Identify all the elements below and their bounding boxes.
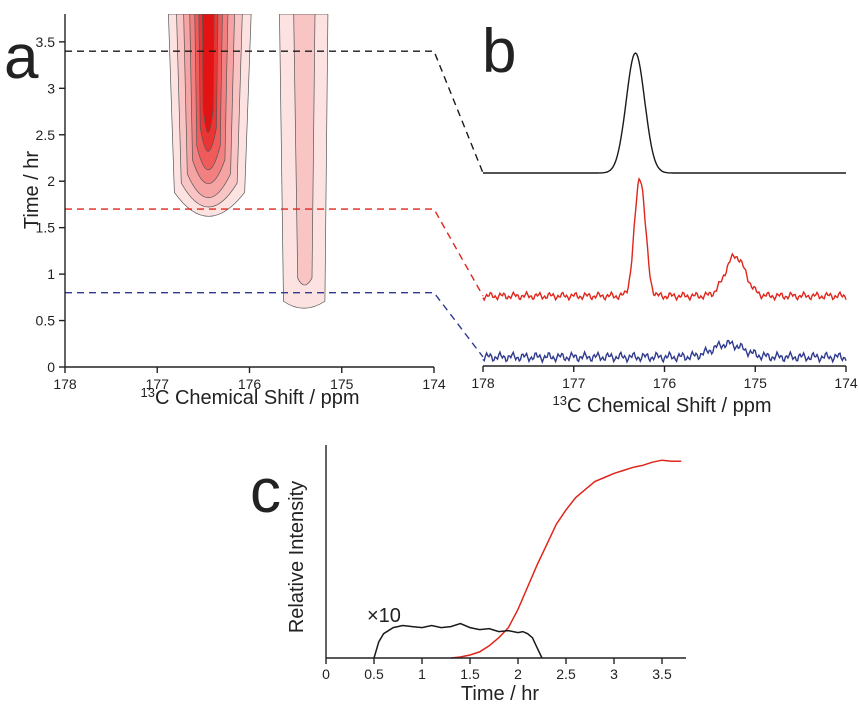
- panel-b-x-tick-label: 178: [471, 375, 495, 391]
- panel-c-x-tick-label: 0.5: [364, 666, 384, 682]
- panel-a-y-tick-label: 0.5: [36, 313, 56, 329]
- panel-b-x-tick-label: 174: [834, 375, 858, 391]
- panel-c-x-tick-label: 3.5: [652, 666, 672, 682]
- contour-minor-level-2: [293, 14, 316, 286]
- panel-c: 0 0.5 1 1.5 2 2.5 3 3.5 ×10 Time / hr Relative …: [286, 445, 686, 705]
- spectrum-black: [483, 52, 846, 174]
- panel-c-x-tick-label: 2: [514, 666, 522, 682]
- panel-a-axes: 178 177 176 175 174 0 0.5 1 1.5 2 2.5 3 3.5: [36, 14, 446, 392]
- panel-c-x-tick-label: 0: [322, 666, 330, 682]
- panel-a-y-tick-label: 2.5: [36, 127, 56, 143]
- guide-line-red: [65, 208, 484, 297]
- guide-line-black: [65, 50, 484, 174]
- panel-a-letter: a: [4, 23, 39, 92]
- panel-b-axes: 178 177 176 175 174: [471, 365, 858, 391]
- panel-c-annotation: ×10: [367, 605, 401, 627]
- panel-c-axes: 0 0.5 1 1.5 2 2.5 3 3.5: [322, 445, 686, 682]
- intensity-line-red: [450, 459, 682, 659]
- spectra: [482, 52, 847, 365]
- panel-a-ylabel: Time / hr: [21, 151, 43, 229]
- spectrum-red: [482, 176, 847, 302]
- spectrum-blue: [482, 339, 847, 365]
- panel-c-x-tick-label: 2.5: [556, 666, 576, 682]
- panel-a-y-tick-label: 2: [47, 173, 55, 189]
- panel-a-y-tick-label: 1.5: [36, 220, 56, 236]
- guide-line-blue: [65, 291, 484, 358]
- panel-b-xlabel: 13C Chemical Shift / ppm: [553, 393, 772, 417]
- panel-b-x-tick-label: 175: [744, 375, 768, 391]
- panel-b: 178 177 176 175 174 13C Chemical Shift / ppm: [471, 52, 858, 417]
- intensity-curves: [373, 459, 682, 659]
- panel-a-x-tick-label: 174: [422, 376, 446, 392]
- panel-c-x-tick-label: 1.5: [460, 666, 480, 682]
- contour-map: [168, 14, 329, 309]
- panel-c-x-tick-label: 1: [418, 666, 426, 682]
- panel-a-x-tick-label: 177: [146, 376, 170, 392]
- contour-main-level-7: [202, 14, 215, 133]
- panel-a-y-tick-label: 3.5: [36, 34, 56, 50]
- panel-b-x-tick-label: 176: [653, 375, 677, 391]
- panel-a-x-tick-label: 176: [238, 376, 262, 392]
- panel-a-x-tick-label: 175: [330, 376, 354, 392]
- panel-a-xlabel: 13C Chemical Shift / ppm: [141, 385, 360, 409]
- panel-b-letter: b: [482, 17, 516, 86]
- panel-a-x-tick-label: 178: [53, 376, 77, 392]
- panel-a-y-tick-label: 0: [47, 359, 55, 375]
- panel-c-x-tick-label: 3: [610, 666, 618, 682]
- panel-a-y-tick-label: 3: [47, 80, 55, 96]
- panel-c-xlabel: Time / hr: [461, 683, 539, 705]
- intensity-line-black: [373, 622, 543, 659]
- guide-lines: [65, 50, 484, 358]
- panel-c-ylabel: Relative Intensity: [286, 481, 308, 633]
- panel-a-y-tick-label: 1: [47, 266, 55, 282]
- panel-c-letter: c: [250, 457, 281, 526]
- panel-b-x-tick-label: 177: [562, 375, 586, 391]
- panel-a: 178 177 176 175 174 0 0.5 1 1.5 2 2.5 3 3.5 13C Chem…: [21, 14, 484, 409]
